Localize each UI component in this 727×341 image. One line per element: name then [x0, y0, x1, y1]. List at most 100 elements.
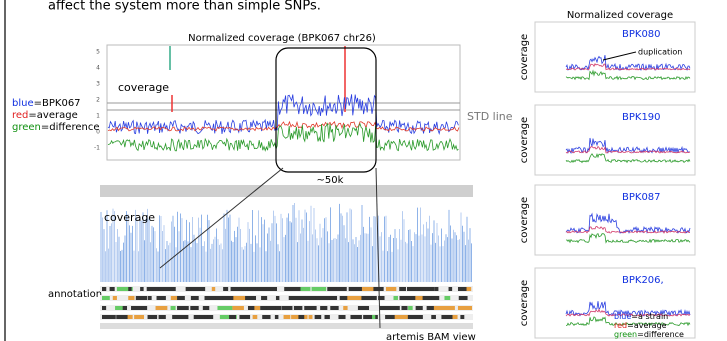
feature [347, 296, 363, 300]
feature [325, 315, 330, 319]
feature [128, 296, 134, 300]
feature [282, 306, 293, 310]
feature [275, 315, 279, 319]
feature [453, 315, 458, 319]
feature [190, 306, 198, 310]
feature [298, 315, 304, 319]
feature [467, 287, 472, 291]
feature [372, 315, 375, 319]
std-label: STD line [467, 110, 513, 123]
feature [115, 306, 123, 310]
feature [171, 287, 176, 291]
feature [128, 287, 131, 291]
feature [270, 287, 277, 291]
main-title: Normalized coverage (BPK067 chr26) [188, 33, 376, 44]
legend-color: green [614, 330, 637, 339]
feature [408, 306, 413, 310]
slide: affect the system more than simple SNPs.… [0, 0, 727, 341]
feature [371, 296, 376, 300]
panel-y-label: coverage [519, 34, 530, 80]
feature [312, 287, 327, 291]
panel-y-label: coverage [519, 117, 530, 163]
feature [407, 287, 422, 291]
feature [102, 315, 116, 319]
feature [432, 296, 440, 300]
feature [459, 296, 468, 300]
feature [416, 306, 423, 310]
legend-item: green=difference [12, 122, 99, 133]
feature [186, 287, 197, 291]
feature [365, 306, 369, 310]
feature [276, 296, 279, 300]
feature [458, 306, 472, 310]
feature [435, 287, 439, 291]
bam-coverage-label: coverage [104, 211, 155, 224]
feature [212, 287, 215, 291]
feature [444, 296, 450, 300]
feature [140, 287, 144, 291]
feature [102, 287, 106, 291]
feature [349, 287, 364, 291]
feature [363, 315, 378, 319]
feature [390, 306, 399, 310]
feature [157, 296, 166, 300]
feature [401, 306, 407, 310]
panel [535, 185, 695, 255]
window-label: ~50k [317, 175, 344, 186]
feature [330, 306, 338, 310]
panel-y-label: coverage [519, 197, 530, 243]
legend-text: =average [627, 321, 667, 330]
y-label: 4 [96, 65, 100, 72]
feature [217, 306, 232, 310]
annotation-label: annotation [48, 289, 102, 300]
header-text: affect the system more than simple SNPs. [48, 0, 321, 14]
feature [261, 296, 267, 300]
feature [386, 287, 396, 291]
panel-note: duplication [638, 48, 682, 57]
feature [191, 296, 199, 300]
feature [223, 287, 228, 291]
y-label: 3 [96, 81, 100, 88]
feature [123, 306, 127, 310]
feature [239, 315, 250, 319]
feature [400, 296, 416, 300]
feature [136, 296, 147, 300]
legend-item: blue=BPK067 [12, 98, 81, 109]
feature [253, 315, 258, 319]
feature [315, 315, 322, 319]
y-label: -1 [94, 145, 100, 152]
legend-color: blue [12, 98, 34, 109]
bam-caption: artemis BAM view [386, 332, 476, 341]
legend-color: red [614, 321, 627, 330]
feature [399, 287, 406, 291]
legend-text: =average [28, 110, 77, 121]
panel [535, 105, 695, 175]
feature [110, 287, 115, 291]
feature [233, 296, 246, 300]
feature [309, 315, 313, 319]
feature [245, 296, 256, 300]
coverage-label: coverage [118, 81, 169, 94]
feature [408, 315, 421, 319]
scale [100, 323, 473, 329]
feature [148, 296, 152, 300]
feature [207, 315, 213, 319]
side-title: Normalized coverage [567, 10, 673, 21]
feature [395, 315, 409, 319]
feature [343, 306, 347, 310]
feature [177, 296, 185, 300]
feature [294, 306, 302, 310]
legend-text: =a strain [631, 312, 668, 321]
feature [183, 315, 187, 319]
feature [147, 287, 160, 291]
feature [304, 306, 316, 310]
legend-text: =difference [637, 330, 684, 339]
feature [232, 306, 244, 310]
feature [284, 315, 291, 319]
legend-item: red=average [614, 321, 667, 330]
feature [444, 306, 455, 310]
feature [196, 287, 205, 291]
feature [275, 306, 281, 310]
legend-item: green=difference [614, 330, 684, 339]
